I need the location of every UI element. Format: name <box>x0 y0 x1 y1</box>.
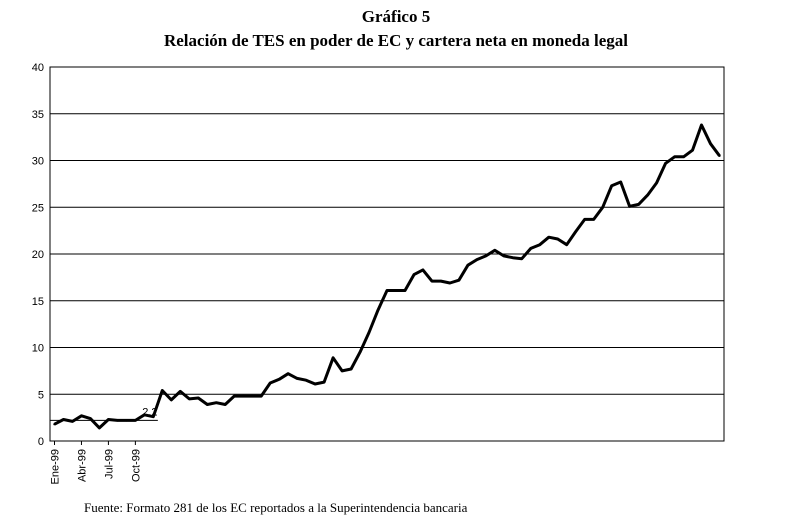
data-point <box>269 381 272 385</box>
data-point <box>188 397 191 401</box>
data-point <box>116 419 119 422</box>
data-point <box>502 254 505 258</box>
data-point <box>493 249 496 252</box>
data-point <box>313 382 317 386</box>
data-point <box>107 418 110 421</box>
data-point <box>601 206 604 209</box>
data-point <box>565 243 568 246</box>
data-point <box>430 279 434 283</box>
line-chart: 0 5 10 15 20 25 30 35 40 Ene-99 Abr-99 Jul-99 Oct-99… <box>32 62 725 484</box>
data-point <box>556 237 559 241</box>
data-point <box>637 203 640 206</box>
data-point <box>547 236 550 239</box>
data-point <box>143 413 146 416</box>
data-point <box>421 268 425 272</box>
data-point <box>700 123 703 127</box>
data-point <box>358 351 362 354</box>
y-tick-label: 20 <box>32 249 44 261</box>
data-point <box>511 256 514 259</box>
data-point <box>574 230 577 233</box>
y-tick-label: 10 <box>32 343 44 355</box>
data-point <box>134 419 137 422</box>
data-point <box>619 180 622 184</box>
y-tick-label: 0 <box>38 436 44 448</box>
data-point <box>484 254 488 258</box>
data-point <box>682 155 685 158</box>
data-point <box>520 257 523 260</box>
y-tick-label: 40 <box>32 62 44 74</box>
data-point <box>385 289 389 292</box>
data-point <box>538 243 541 246</box>
data-point <box>691 149 694 152</box>
data-point <box>673 155 676 158</box>
data-point <box>322 380 326 384</box>
data-point <box>260 394 263 398</box>
data-point <box>583 218 586 221</box>
data-point <box>224 403 227 406</box>
chart-title-line1: Gráfico 5 <box>361 7 431 26</box>
series-line <box>53 123 721 430</box>
chart-title-line2: Relación de TES en poder de EC y cartera… <box>163 31 628 50</box>
data-point <box>628 205 631 208</box>
data-point <box>197 396 200 400</box>
data-point <box>233 394 236 398</box>
data-point <box>179 390 182 393</box>
data-point <box>206 403 209 406</box>
y-tick-label: 15 <box>32 296 44 308</box>
data-point <box>80 414 83 417</box>
y-tick-label: 30 <box>32 156 44 168</box>
y-tick-label: 5 <box>38 389 44 401</box>
data-point <box>53 423 56 426</box>
data-point <box>655 181 658 185</box>
x-tick-label: Oct-99 <box>130 449 142 482</box>
data-point <box>403 289 407 292</box>
x-tick-label: Ene-99 <box>49 449 61 484</box>
data-point <box>367 331 371 334</box>
data-point <box>278 378 281 381</box>
data-point <box>475 258 479 261</box>
data-point <box>394 289 398 292</box>
data-point <box>125 419 128 422</box>
data-point <box>448 281 452 285</box>
data-point <box>170 398 173 402</box>
data-point <box>718 154 721 157</box>
data-point <box>709 142 712 145</box>
data-point <box>610 184 613 187</box>
data-point <box>304 379 308 382</box>
data-point <box>331 356 335 359</box>
data-point <box>412 273 416 276</box>
data-point <box>349 367 353 371</box>
data-point <box>592 218 595 221</box>
data-point <box>286 372 290 375</box>
data-point <box>376 308 380 312</box>
data-point <box>98 426 101 430</box>
data-point <box>664 162 667 165</box>
data-point <box>439 279 443 283</box>
data-point <box>215 401 218 404</box>
data-point <box>62 418 65 421</box>
data-point <box>340 369 344 373</box>
data-point <box>295 377 299 380</box>
data-point <box>152 415 155 418</box>
data-point <box>161 389 164 392</box>
data-point <box>89 417 92 420</box>
data-point <box>71 420 74 423</box>
x-tick-label: Abr-99 <box>76 449 88 482</box>
data-point <box>646 193 649 197</box>
chart-source-note: Fuente: Formato 281 de los EC reportados… <box>84 500 468 515</box>
data-point <box>457 279 461 282</box>
data-point <box>529 247 532 250</box>
data-point <box>242 394 245 398</box>
y-tick-label: 35 <box>32 109 44 121</box>
data-point <box>466 264 470 267</box>
y-tick-label: 25 <box>32 202 44 214</box>
data-point <box>251 394 254 398</box>
x-tick-label: Jul-99 <box>103 449 115 479</box>
